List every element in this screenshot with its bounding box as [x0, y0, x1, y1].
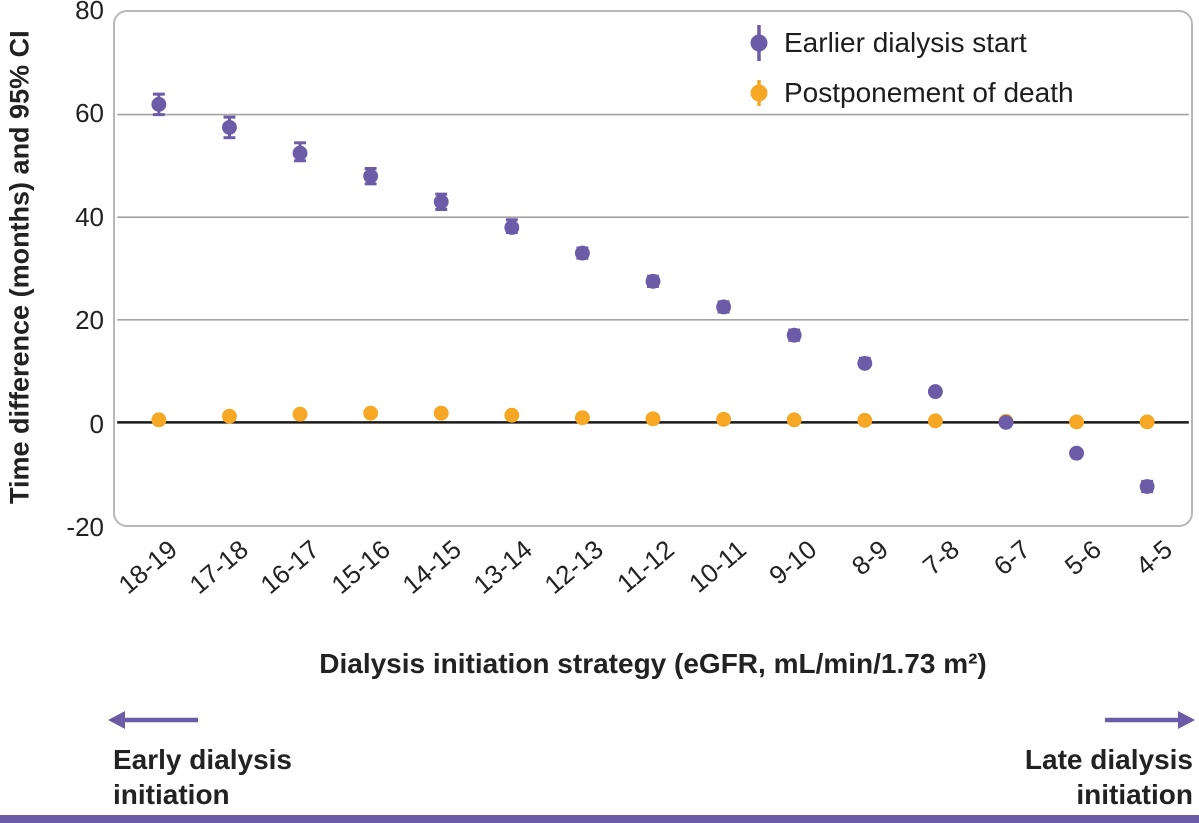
data-point [786, 327, 802, 343]
x-tick-label: 7-8 [916, 534, 965, 582]
data-point [1069, 445, 1084, 461]
x-tick-label: 18-19 [112, 534, 183, 600]
x-tick-label: 16-17 [254, 534, 325, 600]
data-point [433, 194, 449, 210]
legend-item-postponement-of-death: Postponement of death [748, 70, 1074, 116]
data-point [292, 145, 308, 161]
x-tick-label: 12-13 [538, 534, 610, 600]
y-tick-label: 80 [75, 0, 104, 25]
data-point [151, 96, 167, 112]
x-tick-label: 14-15 [396, 534, 467, 600]
data-point [363, 168, 379, 184]
x-tick-label: 4-5 [1130, 534, 1179, 582]
data-point [574, 410, 590, 426]
data-point [363, 405, 379, 421]
early-label-line1: Early dialysis [113, 744, 293, 775]
data-point [645, 273, 661, 289]
legend-label: Postponement of death [784, 77, 1074, 108]
y-axis-label: Time difference (months) and 95% CI [4, 30, 35, 505]
footer-accent-bar [0, 815, 1199, 823]
data-point [504, 407, 520, 423]
x-tick-label: 10-11 [682, 534, 752, 599]
data-point [151, 412, 167, 428]
legend-label: Earlier dialysis start [784, 27, 1027, 58]
x-tick-label: 8-9 [845, 534, 894, 582]
x-axis-tick-labels: 18-19 17-18 16-17 15-16 14-15 13-14 12-13 11-12… [112, 534, 1193, 649]
x-tick-label: 11-12 [611, 534, 681, 599]
data-point [857, 355, 873, 371]
data-point [292, 406, 308, 422]
y-tick-label: -20 [66, 512, 104, 542]
data-point [645, 411, 661, 427]
data-point [927, 413, 943, 429]
data-point [927, 384, 943, 400]
legend: Earlier dialysis start Postponement of d… [748, 20, 1074, 116]
late-direction-arrow-icon [1105, 711, 1195, 729]
data-point [433, 405, 449, 421]
early-dialysis-initiation-label: Early dialysis initiation [113, 742, 292, 812]
late-label-line2: initiation [1076, 779, 1193, 810]
x-tick-label: 17-18 [183, 534, 254, 600]
early-label-line2: initiation [113, 779, 230, 810]
y-axis-tick-labels: 80 60 40 20 0 -20 [38, 0, 104, 542]
x-tick-label: 5-6 [1059, 534, 1108, 582]
data-point [716, 411, 732, 427]
late-dialysis-initiation-label: Late dialysis initiation [1025, 742, 1193, 812]
x-tick-label: 13-14 [467, 534, 539, 600]
data-point [222, 408, 237, 424]
data-point [1139, 414, 1155, 430]
earlier-dialysis-marker-icon [750, 25, 768, 61]
y-tick-label: 40 [75, 201, 104, 232]
late-label-line1: Late dialysis [1024, 744, 1193, 775]
x-tick-label: 9-10 [763, 534, 823, 591]
y-tick-label: 60 [75, 98, 104, 129]
data-point [1069, 414, 1084, 430]
data-point [222, 119, 237, 135]
x-tick-label: 6-7 [987, 534, 1037, 582]
x-axis-title: Dialysis initiation strategy (eGFR, mL/m… [319, 648, 987, 679]
data-point [857, 412, 873, 428]
legend-item-earlier-dialysis-start: Earlier dialysis start [748, 20, 1074, 66]
early-direction-arrow-icon [108, 711, 198, 729]
data-point [1139, 479, 1155, 494]
data-point [574, 245, 590, 261]
data-point [786, 412, 802, 428]
y-tick-label: 20 [75, 305, 104, 336]
postponement-of-death-marker-icon [750, 80, 768, 106]
data-point [998, 414, 1014, 430]
plot-area [113, 10, 1193, 527]
y-tick-label: 0 [89, 408, 104, 439]
data-point [716, 299, 732, 315]
data-point [504, 220, 520, 235]
x-tick-label: 15-16 [325, 534, 396, 600]
